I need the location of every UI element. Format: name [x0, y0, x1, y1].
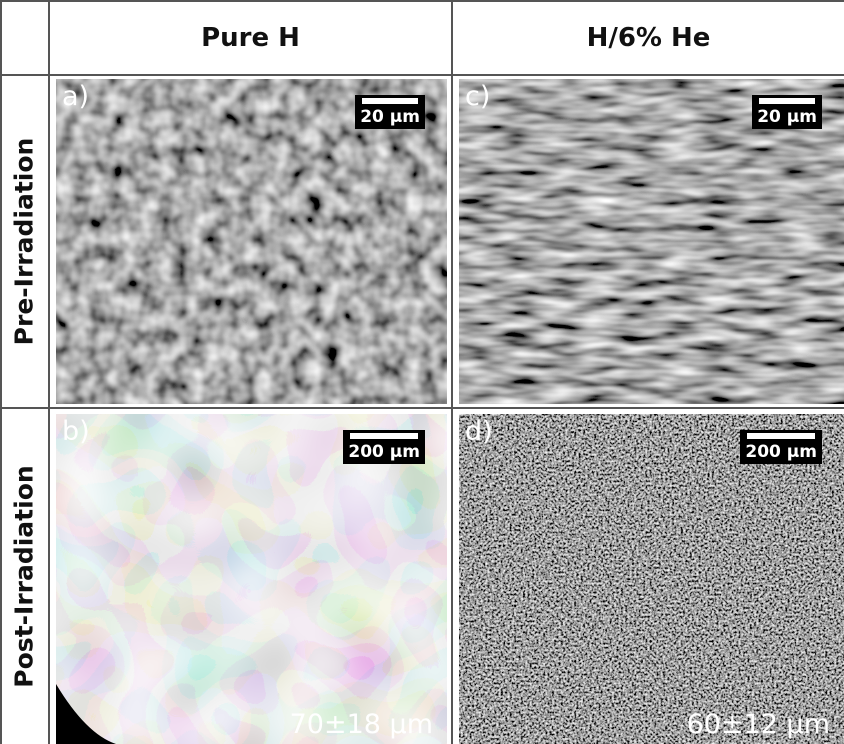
scale-bar-line [747, 433, 815, 439]
micrograph: a) 20 µm [56, 79, 447, 404]
scale-bar-text: 200 µm [745, 442, 817, 462]
scale-bar: 200 µm [343, 430, 425, 464]
row-header: Pre-Irradiation [0, 76, 48, 407]
column-header: H/6% He [453, 0, 844, 75]
row-header-text: Pre-Irradiation [10, 138, 39, 346]
grid-line [48, 0, 50, 744]
scale-bar-line [350, 433, 418, 439]
scale-bar-text: 200 µm [348, 442, 420, 462]
scale-bar-line [362, 98, 418, 104]
micrograph: c) 20 µm [459, 79, 844, 404]
row-header-text: Post-Irradiation [10, 465, 39, 687]
scale-bar: 20 µm [355, 95, 425, 129]
panel-label: a) [62, 81, 89, 112]
scale-bar: 20 µm [752, 95, 822, 129]
scale-bar-text: 20 µm [757, 107, 817, 127]
grid-line [0, 407, 844, 409]
panel-label: b) [62, 416, 90, 447]
figure: Pure H H/6% He Pre-Irradiation Post-Irra… [0, 0, 844, 744]
grain-size: 70±18 µm [290, 709, 433, 740]
scale-bar-line [759, 98, 815, 104]
row-header: Post-Irradiation [0, 409, 48, 744]
scale-bar: 200 µm [740, 430, 822, 464]
panel-label: d) [465, 416, 493, 447]
micrograph: b) 200 µm 70±18 µm [56, 414, 447, 744]
micrograph: d) 200 µm 60±12 µm [459, 414, 844, 744]
panel-label: c) [465, 81, 490, 112]
scale-bar-text: 20 µm [360, 107, 420, 127]
grid-line [451, 0, 453, 744]
grain-size: 60±12 µm [687, 709, 830, 740]
column-header: Pure H [50, 0, 451, 75]
